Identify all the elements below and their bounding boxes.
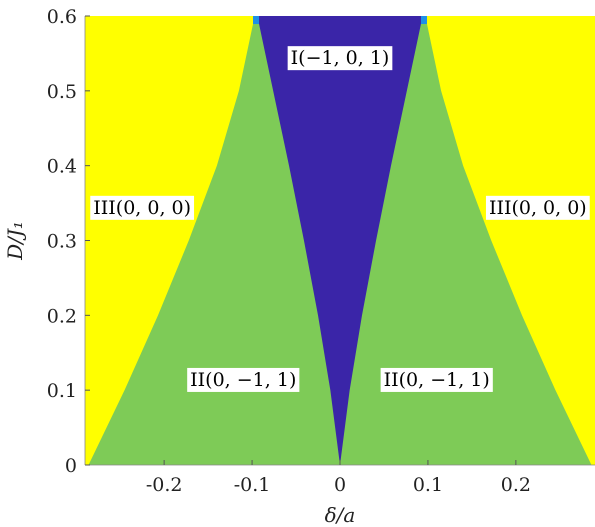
- region-label-text: III(0, 0, 0): [489, 197, 587, 219]
- region-I: [257, 16, 423, 465]
- region-label: III(0, 0, 0): [485, 195, 590, 220]
- x-tick-label: -0.2: [146, 474, 183, 496]
- x-tick-label: 0.1: [413, 474, 443, 496]
- region-label-box: [90, 195, 195, 220]
- x-tick-label: 0: [334, 474, 346, 496]
- region-label: II(0, −1, 1): [380, 367, 493, 392]
- y-tick-label: 0.2: [47, 305, 77, 327]
- boundary-tip-marker: [420, 16, 427, 24]
- y-axis-ticks: 0 0.1 0.2 0.3 0.4 0.5 0.6: [47, 6, 90, 477]
- y-tick-label: 0.6: [47, 6, 77, 28]
- x-axis-ticks: -0.2 -0.1 0 0.1 0.2: [146, 460, 531, 496]
- y-tick-label: 0.5: [47, 81, 77, 103]
- region-label: II(0, −1, 1): [187, 367, 300, 392]
- x-tick-label: -0.1: [234, 474, 271, 496]
- y-tick-label: 0.1: [47, 380, 77, 402]
- region-label-text: II(0, −1, 1): [384, 369, 490, 391]
- y-axis-label: D/J₁: [3, 221, 27, 261]
- region-label-text: II(0, −1, 1): [190, 369, 296, 391]
- x-axis-label: δ/a: [325, 503, 356, 527]
- region-label-box: [380, 367, 493, 392]
- boundary-tip-marker: [253, 16, 260, 24]
- region-label-box: [187, 367, 300, 392]
- region-label-box: [287, 46, 393, 71]
- region-label-box: [485, 195, 590, 220]
- y-tick-label: 0.4: [47, 156, 77, 178]
- region-label-text: I(−1, 0, 1): [291, 47, 390, 69]
- region-annotations: I(−1, 0, 1) III(0, 0, 0) III(0, 0, 0) II(0,…: [90, 46, 590, 392]
- y-tick-label: 0.3: [47, 231, 77, 253]
- region-label: III(0, 0, 0): [90, 195, 195, 220]
- plot-area: [84, 16, 595, 466]
- region-label: I(−1, 0, 1): [287, 46, 393, 71]
- x-tick-label: 0.2: [501, 474, 531, 496]
- region-label-text: III(0, 0, 0): [93, 197, 191, 219]
- y-tick-label: 0: [65, 455, 77, 477]
